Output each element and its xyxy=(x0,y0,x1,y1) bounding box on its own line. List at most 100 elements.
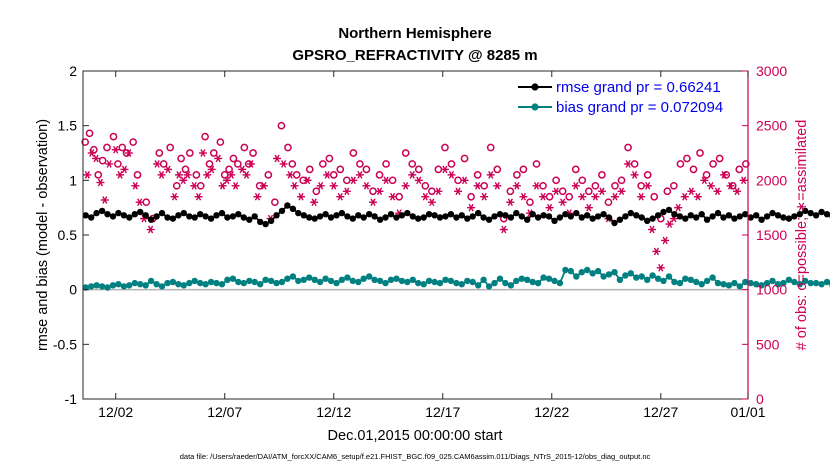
obs-possible-point xyxy=(305,165,314,174)
bias-point xyxy=(682,275,689,282)
obs-assimilated-point xyxy=(674,203,683,212)
obs-possible-point xyxy=(670,181,678,190)
obs-assimilated-point xyxy=(362,181,371,190)
obs-assimilated-point xyxy=(349,176,358,185)
legend-rmse-marker xyxy=(531,83,539,91)
rmse-point xyxy=(415,215,422,222)
rmse-point xyxy=(366,211,373,218)
bias-point xyxy=(218,281,226,288)
obs-possible-point xyxy=(735,165,744,174)
obs-possible-point xyxy=(696,149,704,157)
rmse-point xyxy=(622,213,629,220)
rmse-point xyxy=(322,211,329,218)
obs-assimilated-point xyxy=(83,171,92,179)
obs-assimilated-point xyxy=(214,154,223,163)
obs-assimilated-point xyxy=(597,187,606,196)
obs-possible-point xyxy=(98,156,107,165)
bias-point xyxy=(355,278,362,286)
rmse-point xyxy=(480,214,487,221)
data-file-note: data file: /Users/raeder/DAI/ATM_forcXX/… xyxy=(180,452,651,461)
obs-possible-point xyxy=(81,138,90,146)
rmse-point xyxy=(649,215,656,222)
bias-point xyxy=(769,277,776,285)
bias-point xyxy=(240,279,247,287)
obs-assimilated-point xyxy=(174,171,183,179)
bias-point xyxy=(98,283,106,290)
bias-point xyxy=(763,279,771,287)
obs-assimilated-point xyxy=(316,181,325,190)
rmse-point xyxy=(93,209,100,217)
obs-possible-point xyxy=(598,171,606,179)
obs-possible-point xyxy=(133,171,142,179)
rmse-point xyxy=(137,208,144,216)
bias-point xyxy=(611,269,618,276)
rmse-point xyxy=(442,213,449,220)
rmse-point xyxy=(262,220,269,228)
bias-point xyxy=(300,276,307,283)
bias-point xyxy=(458,281,465,288)
x-tick-label: 12/07 xyxy=(207,404,242,420)
obs-possible-point xyxy=(421,181,430,190)
rmse-point xyxy=(469,213,476,220)
bias-point xyxy=(698,281,705,288)
x-tick-label: 12/17 xyxy=(425,404,460,420)
bias-point xyxy=(687,276,694,283)
obs-possible-point xyxy=(650,192,659,201)
obs-assimilated-point xyxy=(532,181,541,190)
rmse-point xyxy=(611,219,618,227)
bias-point xyxy=(742,278,749,286)
obs-possible-point xyxy=(103,143,111,152)
bias-point xyxy=(366,273,373,280)
obs-possible-point xyxy=(643,171,652,179)
obs-possible-point xyxy=(209,149,218,157)
bias-point xyxy=(257,281,264,288)
obs-assimilated-point xyxy=(693,192,702,201)
obs-possible-point xyxy=(447,160,456,168)
obs-assimilated-point xyxy=(382,176,391,185)
obs-assimilated-point xyxy=(447,171,456,179)
bias-point xyxy=(567,267,574,275)
rmse-point xyxy=(180,209,187,217)
rmse-point xyxy=(153,213,160,220)
rmse-point xyxy=(126,214,133,221)
obs-assimilated-point xyxy=(100,196,109,204)
x-axis-ticks: 12/02 12/07 12/12 12/17 12/22 12/27 01/01 xyxy=(98,71,766,420)
bias-point xyxy=(267,277,275,285)
rmse-point xyxy=(164,214,171,221)
rmse-point xyxy=(278,207,286,215)
obs-possible-point xyxy=(715,154,724,163)
bias-point xyxy=(676,279,684,287)
rmse-point xyxy=(747,214,754,221)
obs-assimilated-point xyxy=(273,154,282,163)
bias-point xyxy=(453,279,460,287)
bias-point xyxy=(115,281,122,288)
bias-point xyxy=(693,278,700,286)
bias-point xyxy=(180,282,187,289)
rmse-point xyxy=(409,213,416,220)
obs-assimilated-point xyxy=(499,225,508,234)
rmse-point xyxy=(120,212,128,219)
rmse-point xyxy=(142,212,149,219)
obs-assimilated-point xyxy=(726,181,735,190)
obs-assimilated-point xyxy=(194,192,203,201)
bias-point xyxy=(284,275,291,282)
bias-point xyxy=(349,277,356,285)
rmse-point xyxy=(82,212,89,219)
bias-point xyxy=(393,275,400,282)
x-axis-label: Dec.01,2015 00:00:00 start xyxy=(328,428,503,444)
obs-possible-point xyxy=(473,171,482,179)
rmse-point xyxy=(687,212,694,219)
bias-point xyxy=(649,272,656,279)
obs-assimilated-point xyxy=(545,203,554,212)
obs-assimilated-point xyxy=(652,247,661,256)
bias-point xyxy=(289,273,297,280)
bias-point xyxy=(709,274,716,281)
obs-assimilated-point xyxy=(259,181,268,190)
obs-assimilated-point xyxy=(310,198,319,207)
obs-possible-point xyxy=(382,160,390,168)
obs-assimilated-point xyxy=(279,160,288,168)
obs-assimilated-point xyxy=(656,263,665,272)
bias-point xyxy=(496,275,504,282)
bias-point xyxy=(774,281,782,288)
rmse-point xyxy=(753,212,760,219)
